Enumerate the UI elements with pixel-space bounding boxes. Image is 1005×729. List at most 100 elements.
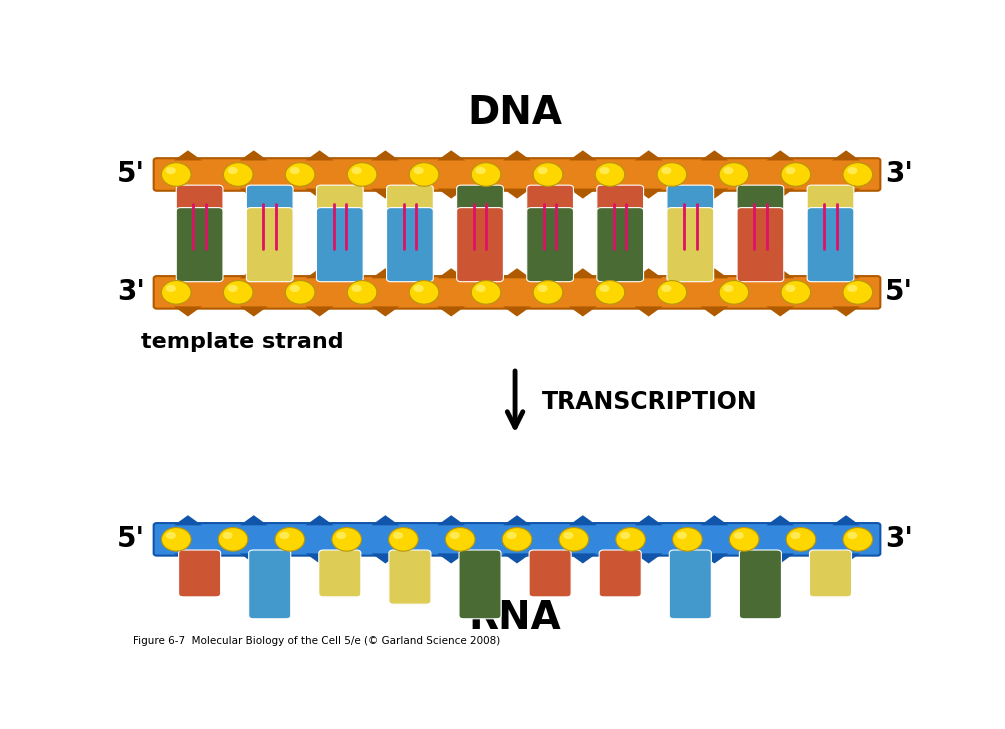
Ellipse shape (843, 163, 872, 187)
Polygon shape (634, 553, 662, 564)
Polygon shape (766, 553, 794, 564)
Polygon shape (634, 306, 662, 316)
Ellipse shape (734, 531, 744, 539)
Ellipse shape (285, 163, 315, 187)
Polygon shape (372, 553, 399, 564)
Polygon shape (634, 150, 662, 160)
Ellipse shape (352, 167, 362, 174)
Polygon shape (766, 306, 794, 316)
FancyBboxPatch shape (176, 185, 223, 245)
Polygon shape (240, 553, 267, 564)
FancyBboxPatch shape (807, 185, 854, 245)
Polygon shape (306, 553, 334, 564)
FancyBboxPatch shape (667, 208, 714, 281)
FancyBboxPatch shape (737, 208, 784, 281)
Polygon shape (700, 306, 729, 316)
Polygon shape (634, 515, 662, 526)
Polygon shape (372, 515, 399, 526)
Ellipse shape (599, 285, 610, 292)
Polygon shape (832, 150, 860, 160)
Polygon shape (240, 268, 267, 278)
Polygon shape (766, 268, 794, 278)
FancyBboxPatch shape (807, 208, 854, 281)
Ellipse shape (332, 528, 362, 551)
FancyBboxPatch shape (459, 550, 501, 619)
Ellipse shape (724, 167, 734, 174)
Polygon shape (569, 306, 597, 316)
Ellipse shape (785, 167, 795, 174)
Ellipse shape (348, 281, 377, 304)
Polygon shape (832, 306, 860, 316)
FancyBboxPatch shape (456, 185, 504, 245)
Polygon shape (174, 268, 202, 278)
Polygon shape (700, 189, 729, 198)
Polygon shape (502, 553, 531, 564)
Polygon shape (174, 150, 202, 160)
FancyBboxPatch shape (176, 208, 223, 281)
Polygon shape (502, 306, 531, 316)
Ellipse shape (599, 167, 610, 174)
Polygon shape (502, 150, 531, 160)
Ellipse shape (289, 167, 299, 174)
Ellipse shape (475, 285, 485, 292)
Ellipse shape (348, 163, 377, 187)
Ellipse shape (218, 528, 248, 551)
Ellipse shape (616, 528, 645, 551)
Ellipse shape (563, 531, 574, 539)
Ellipse shape (285, 281, 315, 304)
Text: 5': 5' (118, 526, 145, 553)
Ellipse shape (502, 528, 532, 551)
Ellipse shape (661, 167, 671, 174)
FancyBboxPatch shape (809, 550, 851, 597)
Ellipse shape (409, 163, 439, 187)
Text: 3': 3' (885, 526, 913, 553)
Ellipse shape (791, 531, 801, 539)
Ellipse shape (166, 285, 176, 292)
Ellipse shape (414, 285, 424, 292)
Polygon shape (437, 515, 465, 526)
Polygon shape (766, 189, 794, 198)
Ellipse shape (336, 531, 347, 539)
Ellipse shape (595, 163, 625, 187)
Ellipse shape (223, 163, 253, 187)
Text: 5': 5' (118, 160, 145, 189)
Polygon shape (569, 553, 597, 564)
FancyBboxPatch shape (597, 208, 643, 281)
FancyBboxPatch shape (387, 185, 433, 245)
Ellipse shape (730, 528, 759, 551)
Ellipse shape (620, 531, 630, 539)
Polygon shape (832, 189, 860, 198)
Polygon shape (700, 553, 729, 564)
Polygon shape (502, 515, 531, 526)
Polygon shape (569, 150, 597, 160)
FancyBboxPatch shape (527, 185, 574, 245)
Polygon shape (437, 150, 465, 160)
Ellipse shape (166, 531, 176, 539)
Ellipse shape (781, 163, 811, 187)
Polygon shape (569, 189, 597, 198)
FancyBboxPatch shape (597, 185, 643, 245)
FancyBboxPatch shape (317, 208, 363, 281)
Text: 3': 3' (118, 278, 145, 306)
Ellipse shape (389, 528, 418, 551)
Polygon shape (437, 306, 465, 316)
FancyBboxPatch shape (319, 550, 361, 597)
Ellipse shape (289, 285, 299, 292)
Polygon shape (569, 515, 597, 526)
Ellipse shape (677, 531, 687, 539)
Ellipse shape (847, 167, 857, 174)
Polygon shape (306, 268, 334, 278)
Ellipse shape (471, 163, 500, 187)
Ellipse shape (657, 281, 686, 304)
Ellipse shape (507, 531, 517, 539)
Ellipse shape (786, 528, 816, 551)
FancyBboxPatch shape (246, 185, 293, 245)
Polygon shape (240, 189, 267, 198)
Ellipse shape (534, 281, 563, 304)
Ellipse shape (475, 167, 485, 174)
Polygon shape (174, 515, 202, 526)
Ellipse shape (724, 285, 734, 292)
Ellipse shape (661, 285, 671, 292)
FancyBboxPatch shape (387, 208, 433, 281)
Ellipse shape (843, 528, 872, 551)
